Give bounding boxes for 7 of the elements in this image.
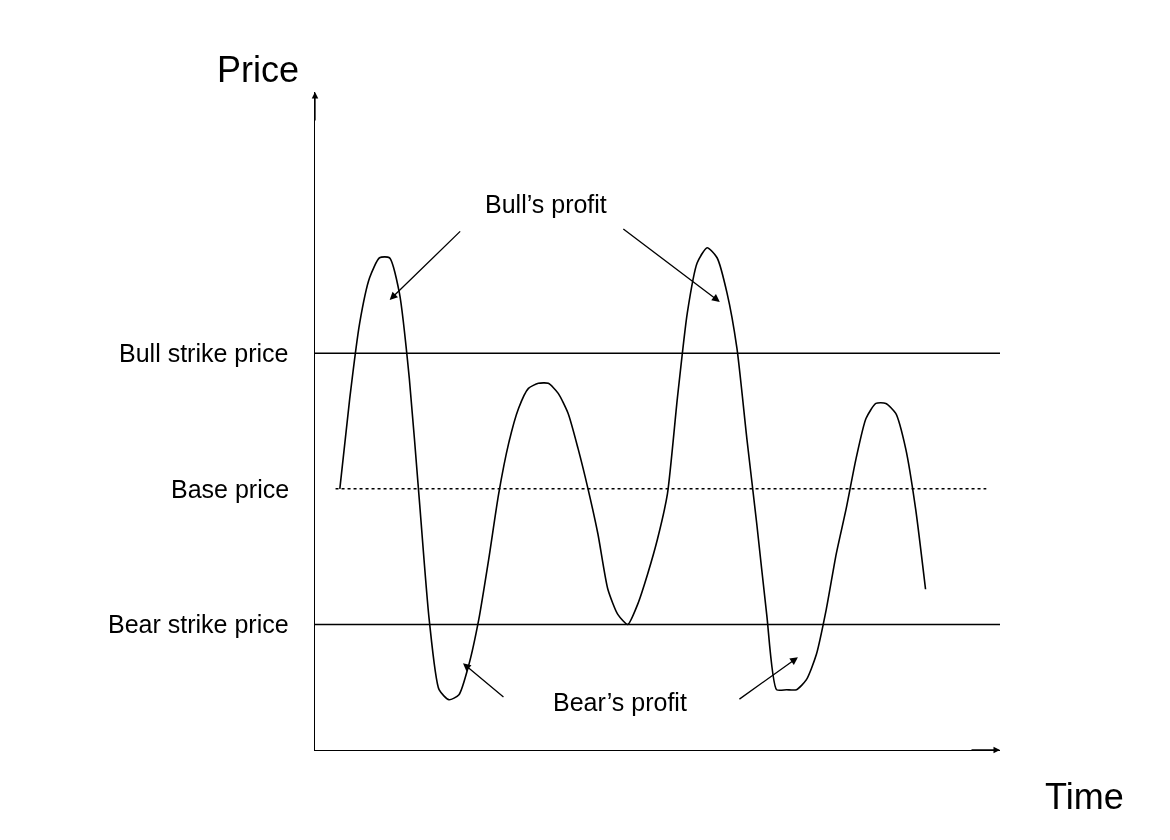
ref-line-label: Bull strike price bbox=[119, 339, 289, 367]
annotation: Bear’s profit bbox=[553, 688, 687, 716]
ref-line-label: Base price bbox=[171, 475, 290, 503]
text: Bull’s profit bbox=[485, 190, 607, 218]
y-axis-title: Price bbox=[217, 49, 300, 90]
ref-line-label: Bear strike price bbox=[108, 610, 289, 638]
x-axis-title: Time bbox=[1045, 776, 1124, 817]
